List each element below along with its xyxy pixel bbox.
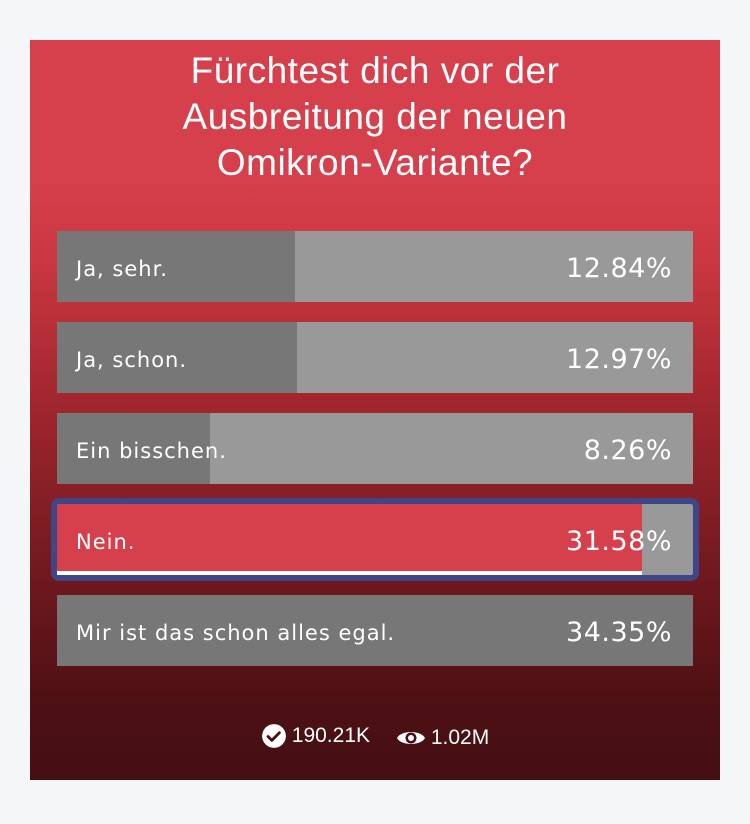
poll-title: Fürchtest dich vor der Ausbreitung der n…	[30, 48, 720, 186]
votes-count: 190.21K	[291, 724, 371, 747]
poll-option[interactable]: Ein bisschen. 8.26%	[57, 413, 693, 484]
poll-option[interactable]: Ja, sehr. 12.84%	[57, 231, 693, 302]
option-label: Ja, schon.	[76, 348, 188, 372]
poll-option-selected[interactable]: Nein. 31.58%	[51, 498, 699, 581]
title-line: Fürchtest dich vor der	[190, 50, 560, 91]
option-percent: 8.26%	[583, 435, 672, 466]
views-stat: 1.02M	[396, 726, 489, 750]
eye-icon	[396, 732, 425, 744]
option-label: Ja, sehr.	[76, 257, 168, 281]
option-label: Mir ist das schon alles egal.	[76, 621, 396, 645]
poll-card: Fürchtest dich vor der Ausbreitung der n…	[30, 40, 720, 780]
title-line: Ausbreitung der neuen	[182, 96, 568, 137]
option-percent: 12.97%	[566, 344, 672, 375]
option-percent: 12.84%	[566, 253, 672, 284]
option-percent: 34.35%	[566, 617, 672, 648]
votes-stat: 190.21K	[261, 723, 370, 749]
views-count: 1.02M	[430, 726, 490, 749]
option-fill-bar	[57, 595, 693, 666]
option-fill-bar	[57, 413, 210, 484]
option-label: Ein bisschen.	[76, 439, 227, 463]
option-label: Nein.	[76, 530, 136, 554]
option-percent: 31.58%	[566, 526, 672, 557]
option-fill-bar	[57, 322, 298, 393]
option-fill-bar	[57, 231, 295, 302]
poll-option[interactable]: Ja, schon. 12.97%	[57, 322, 693, 393]
title-line: Omikron-Variante?	[216, 142, 534, 183]
check-circle-icon	[261, 724, 286, 748]
selected-underline	[57, 571, 642, 575]
poll-option[interactable]: Mir ist das schon alles egal. 34.35%	[57, 595, 693, 666]
poll-stats: 190.21K 1.02M	[30, 723, 720, 755]
option-fill-bar	[57, 504, 642, 575]
